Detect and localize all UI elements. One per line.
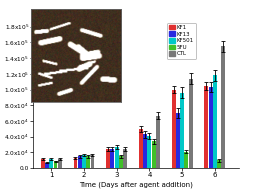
- Bar: [115, 147, 119, 168]
- Bar: [119, 156, 123, 168]
- Bar: [184, 152, 188, 168]
- Bar: [172, 90, 176, 168]
- Bar: [217, 160, 221, 168]
- Bar: [209, 87, 213, 168]
- Bar: [221, 46, 225, 168]
- Bar: [180, 93, 184, 168]
- Bar: [45, 163, 49, 168]
- Bar: [86, 156, 90, 168]
- Bar: [90, 155, 94, 168]
- Bar: [49, 159, 53, 168]
- X-axis label: Time (Days after agent addition): Time (Days after agent addition): [79, 181, 193, 188]
- Bar: [58, 159, 62, 168]
- Bar: [147, 136, 151, 168]
- Legend: KF1, KF13, KF501, 5FU, CTL: KF1, KF13, KF501, 5FU, CTL: [167, 22, 196, 59]
- Bar: [152, 141, 156, 168]
- Bar: [189, 79, 193, 168]
- Bar: [53, 161, 57, 168]
- Bar: [106, 149, 110, 168]
- Bar: [143, 134, 147, 168]
- Bar: [213, 75, 217, 168]
- Bar: [73, 158, 77, 168]
- Bar: [110, 149, 114, 168]
- Bar: [78, 156, 82, 168]
- Y-axis label: Viable Cell Count: Viable Cell Count: [0, 66, 2, 125]
- Bar: [82, 155, 86, 168]
- Bar: [139, 129, 143, 168]
- Bar: [176, 113, 180, 168]
- Bar: [204, 86, 208, 168]
- Bar: [41, 159, 45, 168]
- Bar: [123, 149, 127, 168]
- Bar: [156, 115, 160, 168]
